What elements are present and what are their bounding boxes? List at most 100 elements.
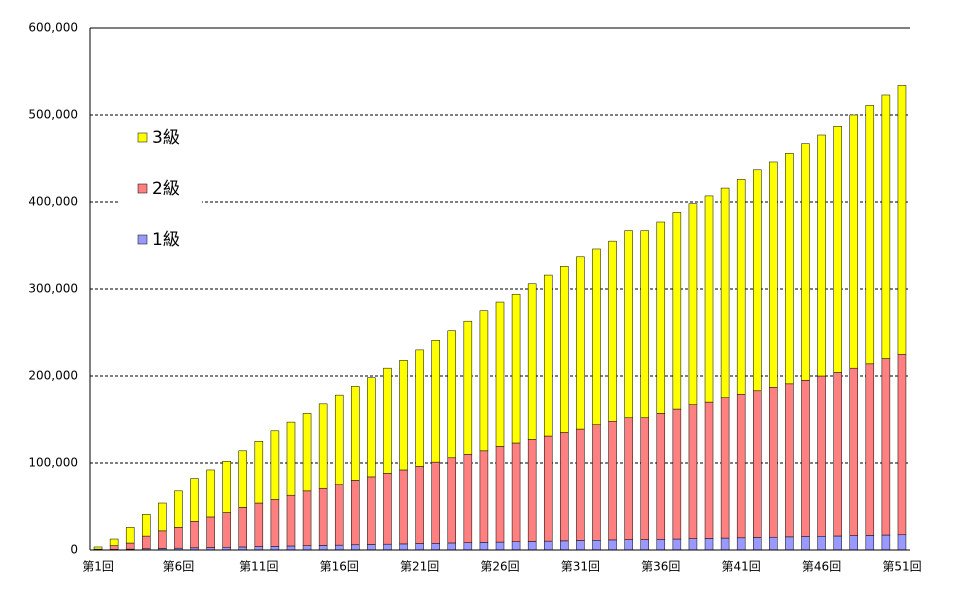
bar-segment	[287, 546, 295, 550]
y-tick-label: 300,000	[28, 282, 78, 296]
bar-segment	[528, 284, 536, 440]
bar-segment	[271, 431, 279, 500]
bar-segment	[544, 541, 552, 550]
bar-segment	[657, 222, 665, 413]
bar-segment	[560, 541, 568, 550]
bar-segment	[898, 354, 906, 535]
legend-swatch	[138, 235, 147, 244]
bar-segment	[287, 422, 295, 495]
bar-segment	[801, 144, 809, 381]
bar-segment	[448, 331, 456, 458]
x-tick-label: 第26回	[480, 560, 519, 574]
bar-segment	[625, 231, 633, 418]
bar-segment	[721, 538, 729, 550]
bar-segment	[576, 429, 584, 540]
bar-segment	[110, 539, 118, 546]
bar-segment	[834, 373, 842, 536]
bar-segment	[496, 542, 504, 550]
bar-segment	[416, 350, 424, 467]
x-tick-label: 第51回	[882, 560, 921, 574]
bar-segment	[110, 546, 118, 550]
bar-segment	[576, 541, 584, 550]
bar-segment	[174, 491, 182, 528]
bar-segment	[191, 479, 199, 522]
bar-segment	[609, 421, 617, 540]
y-tick-label: 100,000	[28, 456, 78, 470]
bar-segment	[769, 162, 777, 387]
bar-segment	[223, 461, 231, 512]
x-tick-label: 第16回	[320, 560, 359, 574]
bar-segment	[448, 543, 456, 550]
bar-segment	[801, 380, 809, 536]
bar-segment	[223, 513, 231, 548]
bar-segment	[303, 413, 311, 490]
bar-segment	[432, 543, 440, 550]
bar-segment	[641, 540, 649, 550]
bar-segment	[592, 425, 600, 541]
bar-segment	[319, 404, 327, 488]
bar-segment	[592, 249, 600, 425]
bar-segment	[142, 536, 150, 549]
bar-segment	[673, 409, 681, 539]
bar-segment	[416, 466, 424, 543]
bar-segment	[512, 542, 520, 550]
bar-segment	[480, 311, 488, 451]
x-tick-label: 第31回	[561, 560, 600, 574]
bar-segment	[721, 188, 729, 398]
bar-segment	[882, 359, 890, 535]
bar-segment	[866, 535, 874, 550]
bar-segment	[657, 539, 665, 550]
bar-segment	[255, 547, 263, 550]
bar-segment	[818, 376, 826, 536]
legend-swatch	[138, 133, 147, 142]
bar-segment	[448, 458, 456, 543]
y-tick-label: 500,000	[28, 108, 78, 122]
bar-segment	[158, 503, 166, 531]
bar-segment	[866, 364, 874, 536]
bar-segment	[464, 321, 472, 454]
bar-segment	[158, 531, 166, 549]
bar-segment	[882, 95, 890, 359]
bar-segment	[850, 115, 858, 368]
bar-segment	[834, 126, 842, 372]
bar-segment	[303, 546, 311, 550]
bar-segment	[818, 536, 826, 550]
bar-segment	[432, 340, 440, 462]
bar-segment	[625, 418, 633, 540]
bar-segment	[689, 405, 697, 539]
x-tick-label: 第46回	[802, 560, 841, 574]
y-tick-label: 600,000	[28, 21, 78, 35]
bar-segment	[544, 436, 552, 541]
bar-segment	[496, 446, 504, 542]
bar-segment	[512, 443, 520, 542]
bar-segment	[464, 543, 472, 550]
bar-segment	[898, 535, 906, 550]
bar-segment	[882, 535, 890, 550]
legend-label: 1級	[152, 230, 180, 250]
bar-segment	[625, 540, 633, 550]
bar-segment	[769, 387, 777, 537]
bar-segment	[544, 275, 552, 436]
bar-segment	[191, 521, 199, 548]
bar-segment	[834, 536, 842, 550]
x-tick-label: 第21回	[400, 560, 439, 574]
bar-segment	[335, 485, 343, 545]
legend-label: 3級	[152, 128, 180, 148]
bar-segment	[319, 488, 327, 545]
bar-segment	[737, 394, 745, 538]
bar-segment	[207, 517, 215, 548]
bar-segment	[239, 451, 247, 508]
bar-segment	[705, 196, 713, 402]
bar-segment	[689, 204, 697, 405]
bar-segment	[351, 480, 359, 544]
y-tick-label: 400,000	[28, 195, 78, 209]
bar-segment	[255, 503, 263, 547]
bar-segment	[480, 451, 488, 543]
bar-segment	[769, 537, 777, 550]
bar-segment	[480, 542, 488, 550]
bar-segment	[657, 413, 665, 539]
bar-segment	[271, 500, 279, 547]
bar-segment	[432, 462, 440, 543]
bar-segment	[383, 473, 391, 544]
bar-segment	[239, 507, 247, 547]
